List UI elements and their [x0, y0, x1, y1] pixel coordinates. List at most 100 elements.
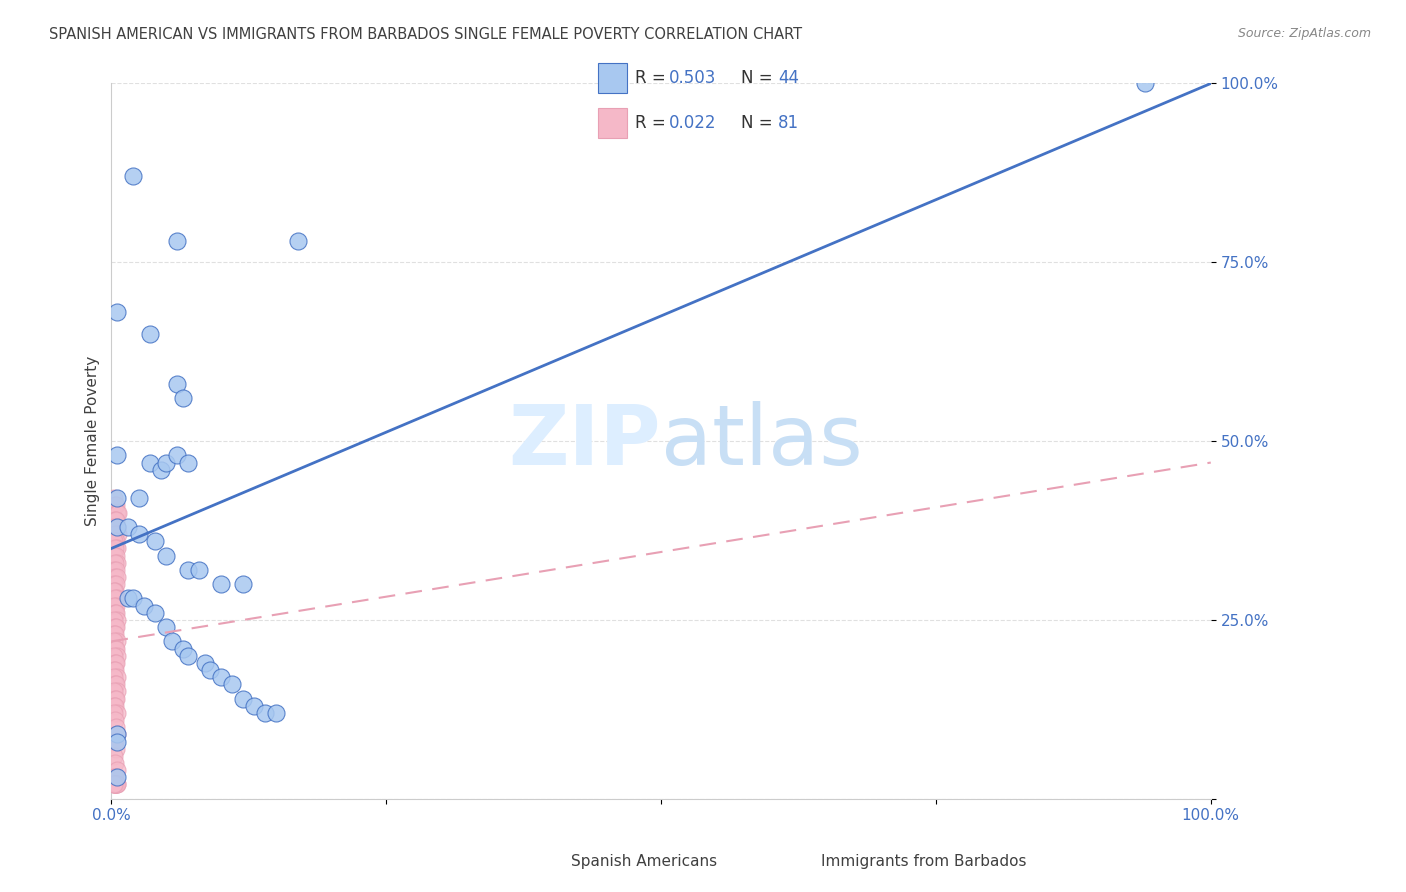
Point	[160, 634, 183, 648]
Text: 0.503: 0.503	[669, 69, 716, 87]
Point	[103, 734, 125, 748]
Point	[103, 777, 125, 791]
Point	[149, 463, 172, 477]
Point	[103, 648, 125, 663]
Point	[221, 677, 243, 691]
Point	[287, 234, 309, 248]
Point	[105, 556, 128, 570]
Text: N =: N =	[741, 114, 779, 132]
Point	[104, 698, 127, 713]
Point	[139, 326, 162, 341]
Point	[232, 577, 254, 591]
Point	[104, 641, 127, 656]
Point	[103, 777, 125, 791]
Point	[172, 391, 194, 405]
Point	[104, 734, 127, 748]
Point	[104, 627, 127, 641]
Point	[104, 691, 127, 706]
Point	[128, 527, 150, 541]
Point	[104, 591, 127, 606]
Point	[104, 513, 127, 527]
Text: 44: 44	[778, 69, 799, 87]
Point	[103, 634, 125, 648]
Point	[104, 663, 127, 677]
Point	[103, 549, 125, 563]
Point	[166, 234, 188, 248]
Point	[266, 706, 288, 720]
Point	[103, 491, 125, 506]
Point	[243, 698, 266, 713]
Point	[104, 606, 127, 620]
Point	[155, 549, 177, 563]
Point	[104, 513, 127, 527]
Point	[104, 770, 127, 784]
Point	[105, 727, 128, 741]
Point	[104, 606, 127, 620]
Point	[232, 691, 254, 706]
Point	[166, 449, 188, 463]
Point	[103, 777, 125, 791]
Point	[103, 698, 125, 713]
Point	[104, 720, 127, 734]
Point	[172, 641, 194, 656]
Point	[166, 376, 188, 391]
Point	[104, 527, 127, 541]
FancyBboxPatch shape	[599, 108, 627, 138]
FancyBboxPatch shape	[599, 63, 627, 93]
Point	[155, 456, 177, 470]
Point	[117, 591, 139, 606]
Point	[194, 656, 217, 670]
Point	[1133, 77, 1156, 91]
Point	[107, 506, 129, 520]
Point	[105, 520, 128, 534]
Point	[103, 770, 125, 784]
Text: R =: R =	[634, 114, 671, 132]
Point	[103, 684, 125, 698]
Point	[103, 534, 125, 549]
Point	[209, 577, 232, 591]
Point	[105, 727, 128, 741]
Point	[103, 584, 125, 599]
Point	[128, 491, 150, 506]
Point	[105, 734, 128, 748]
Point	[103, 613, 125, 627]
Text: N =: N =	[741, 69, 779, 87]
Point	[103, 706, 125, 720]
Point	[104, 584, 127, 599]
Point	[254, 706, 277, 720]
Point	[134, 599, 156, 613]
Point	[105, 491, 128, 506]
Point	[103, 577, 125, 591]
Point	[105, 670, 128, 684]
Point	[104, 777, 127, 791]
Point	[104, 656, 127, 670]
Point	[104, 563, 127, 577]
Point	[105, 520, 128, 534]
Point	[104, 620, 127, 634]
Point	[177, 648, 200, 663]
Text: 81: 81	[778, 114, 799, 132]
Point	[105, 634, 128, 648]
Point	[103, 599, 125, 613]
Point	[104, 641, 127, 656]
Point	[105, 613, 128, 627]
Point	[104, 777, 127, 791]
Point	[145, 606, 167, 620]
Point	[188, 563, 211, 577]
Point	[104, 777, 127, 791]
Text: SPANISH AMERICAN VS IMMIGRANTS FROM BARBADOS SINGLE FEMALE POVERTY CORRELATION C: SPANISH AMERICAN VS IMMIGRANTS FROM BARB…	[49, 27, 803, 42]
Point	[105, 706, 128, 720]
Point	[104, 570, 127, 584]
Point	[105, 305, 128, 319]
Point	[103, 563, 125, 577]
Point	[107, 527, 129, 541]
Text: ZIP: ZIP	[509, 401, 661, 482]
Point	[105, 449, 128, 463]
Point	[104, 656, 127, 670]
Y-axis label: Single Female Poverty: Single Female Poverty	[86, 356, 100, 526]
Point	[122, 169, 145, 184]
Point	[104, 599, 127, 613]
Text: Spanish Americans: Spanish Americans	[571, 855, 717, 869]
Text: Immigrants from Barbados: Immigrants from Barbados	[821, 855, 1026, 869]
Point	[122, 591, 145, 606]
